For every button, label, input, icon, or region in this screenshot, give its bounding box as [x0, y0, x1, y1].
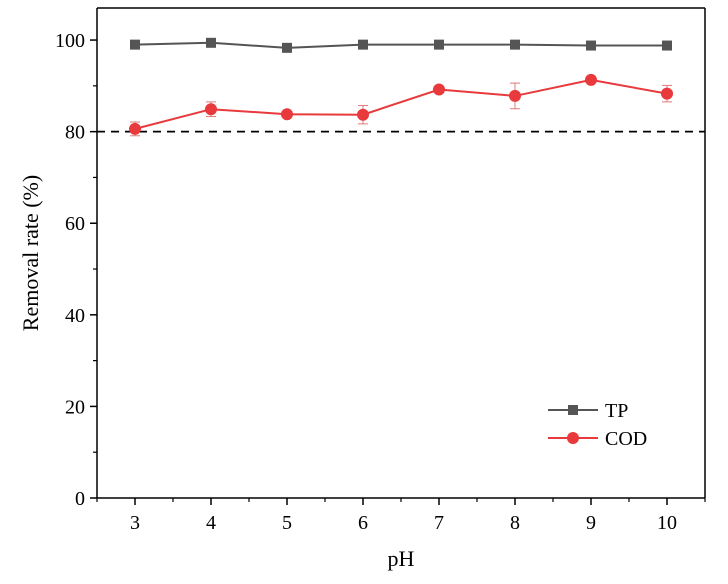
legend-marker-cod — [567, 432, 579, 444]
y-tick-label: 20 — [65, 396, 85, 418]
data-point-cod — [661, 87, 673, 100]
y-tick-label: 0 — [75, 488, 85, 510]
data-point-cod — [281, 108, 293, 121]
legend-item-cod: COD — [548, 428, 647, 450]
data-point-cod — [205, 103, 217, 116]
legend: TP COD — [548, 400, 647, 450]
y-tick-label: 40 — [65, 305, 85, 327]
series-group — [129, 37, 673, 137]
series-line-tp — [134, 41, 667, 49]
data-point-tp — [130, 39, 140, 50]
y-tick-label: 60 — [65, 213, 85, 235]
x-tick-label: 6 — [358, 512, 368, 534]
x-tick-label: 5 — [282, 512, 292, 534]
data-point-cod — [129, 122, 141, 135]
data-point-tp — [662, 40, 672, 51]
axes-group: 0 20 40 60 80 100 3 4 5 6 7 8 9 10 — [55, 7, 706, 534]
data-point-tp — [510, 39, 520, 50]
x-tick-label: 7 — [434, 512, 444, 534]
legend-item-tp: TP — [548, 400, 628, 422]
x-tick-label: 3 — [130, 512, 140, 534]
data-point-cod — [509, 89, 521, 102]
data-point-tp — [358, 39, 368, 50]
series-line-cod — [134, 78, 668, 130]
x-tick-label: 8 — [510, 512, 520, 534]
x-tick-label: 10 — [657, 512, 677, 534]
x-axis-label: pH — [388, 546, 415, 571]
y-axis-label: Removal rate (%) — [18, 175, 43, 331]
x-tick-label: 4 — [206, 512, 216, 534]
data-point-tp — [434, 39, 444, 50]
data-point-tp — [586, 40, 596, 51]
legend-marker-tp — [568, 405, 578, 415]
legend-label-cod: COD — [605, 428, 647, 450]
data-point-tp — [206, 37, 216, 48]
legend-label-tp: TP — [605, 400, 628, 422]
data-point-cod — [433, 83, 445, 96]
data-point-tp — [282, 42, 292, 53]
data-point-cod — [585, 73, 597, 86]
x-tick-label: 9 — [586, 512, 596, 534]
data-point-cod — [357, 108, 369, 121]
y-tick-label: 100 — [55, 30, 85, 52]
y-tick-label: 80 — [65, 122, 85, 144]
